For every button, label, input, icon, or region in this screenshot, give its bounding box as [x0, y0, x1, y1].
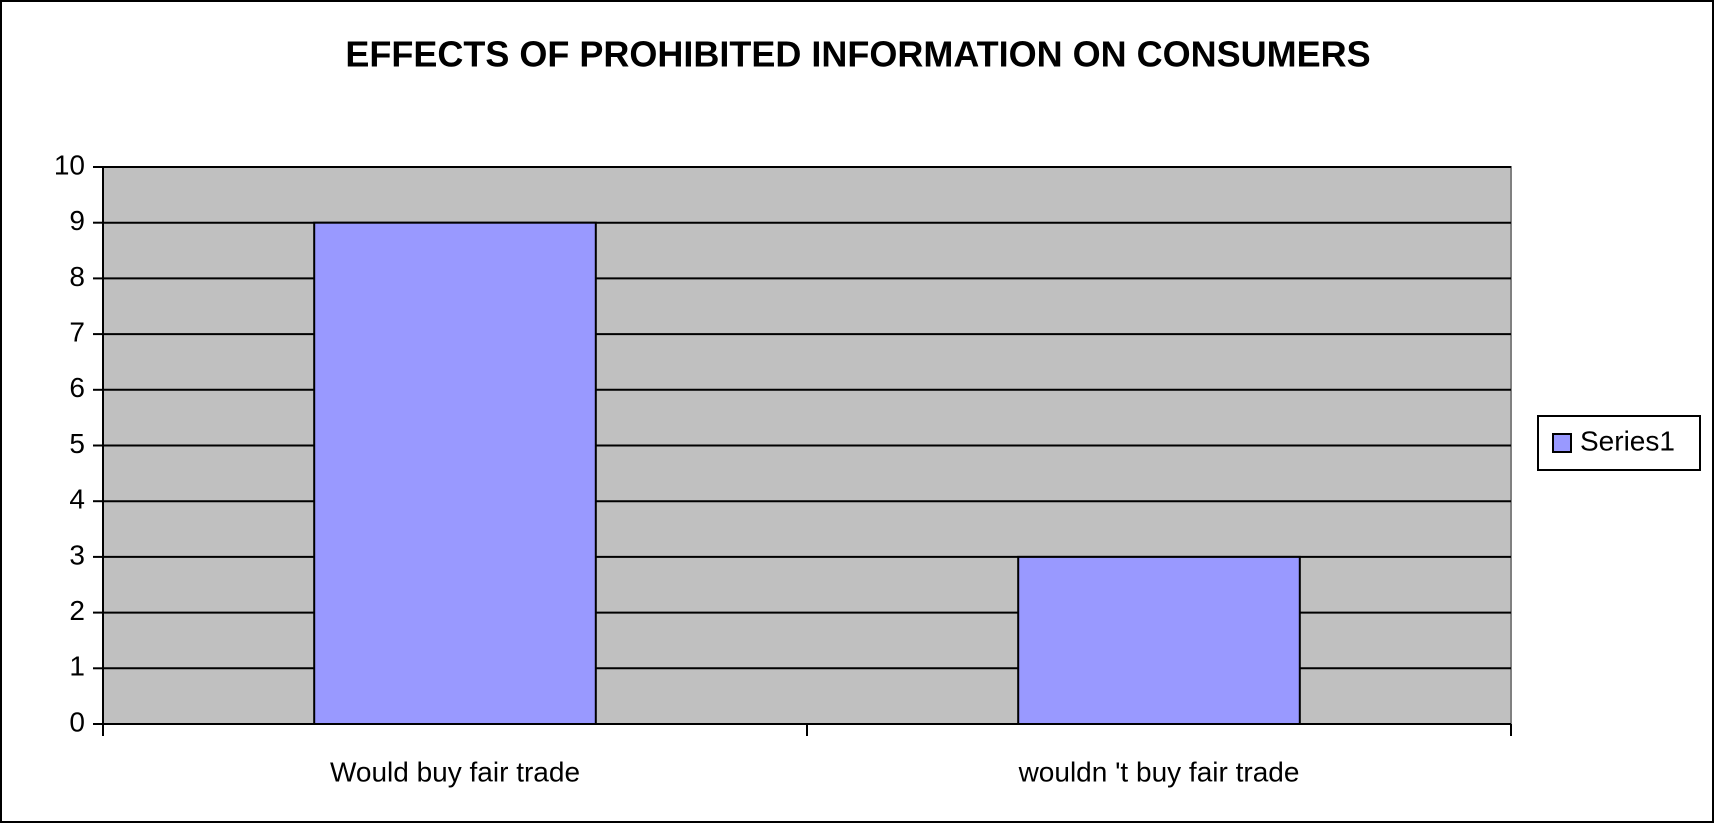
y-tick-label: 8 — [69, 261, 85, 292]
y-tick-label: 6 — [69, 372, 85, 403]
y-tick-label: 9 — [69, 205, 85, 236]
bar — [1017, 555, 1301, 726]
legend-label: Series1 — [1580, 425, 1675, 456]
y-tick-label: 1 — [69, 651, 85, 682]
x-tick-label: Would buy fair trade — [330, 756, 580, 787]
y-tick-label: 7 — [69, 316, 85, 347]
bar — [313, 221, 597, 725]
x-tick-label: wouldn 't buy fair trade — [1018, 756, 1300, 787]
y-tick-label: 3 — [69, 539, 85, 570]
y-tick-label: 5 — [69, 428, 85, 459]
y-tick-label: 10 — [54, 149, 85, 180]
y-tick-label: 2 — [69, 595, 85, 626]
y-tick-label: 4 — [69, 484, 85, 515]
legend-swatch — [1552, 433, 1572, 453]
y-tick-label: 0 — [69, 706, 85, 737]
chart-title: EFFECTS OF PROHIBITED INFORMATION ON CON… — [345, 34, 1370, 75]
